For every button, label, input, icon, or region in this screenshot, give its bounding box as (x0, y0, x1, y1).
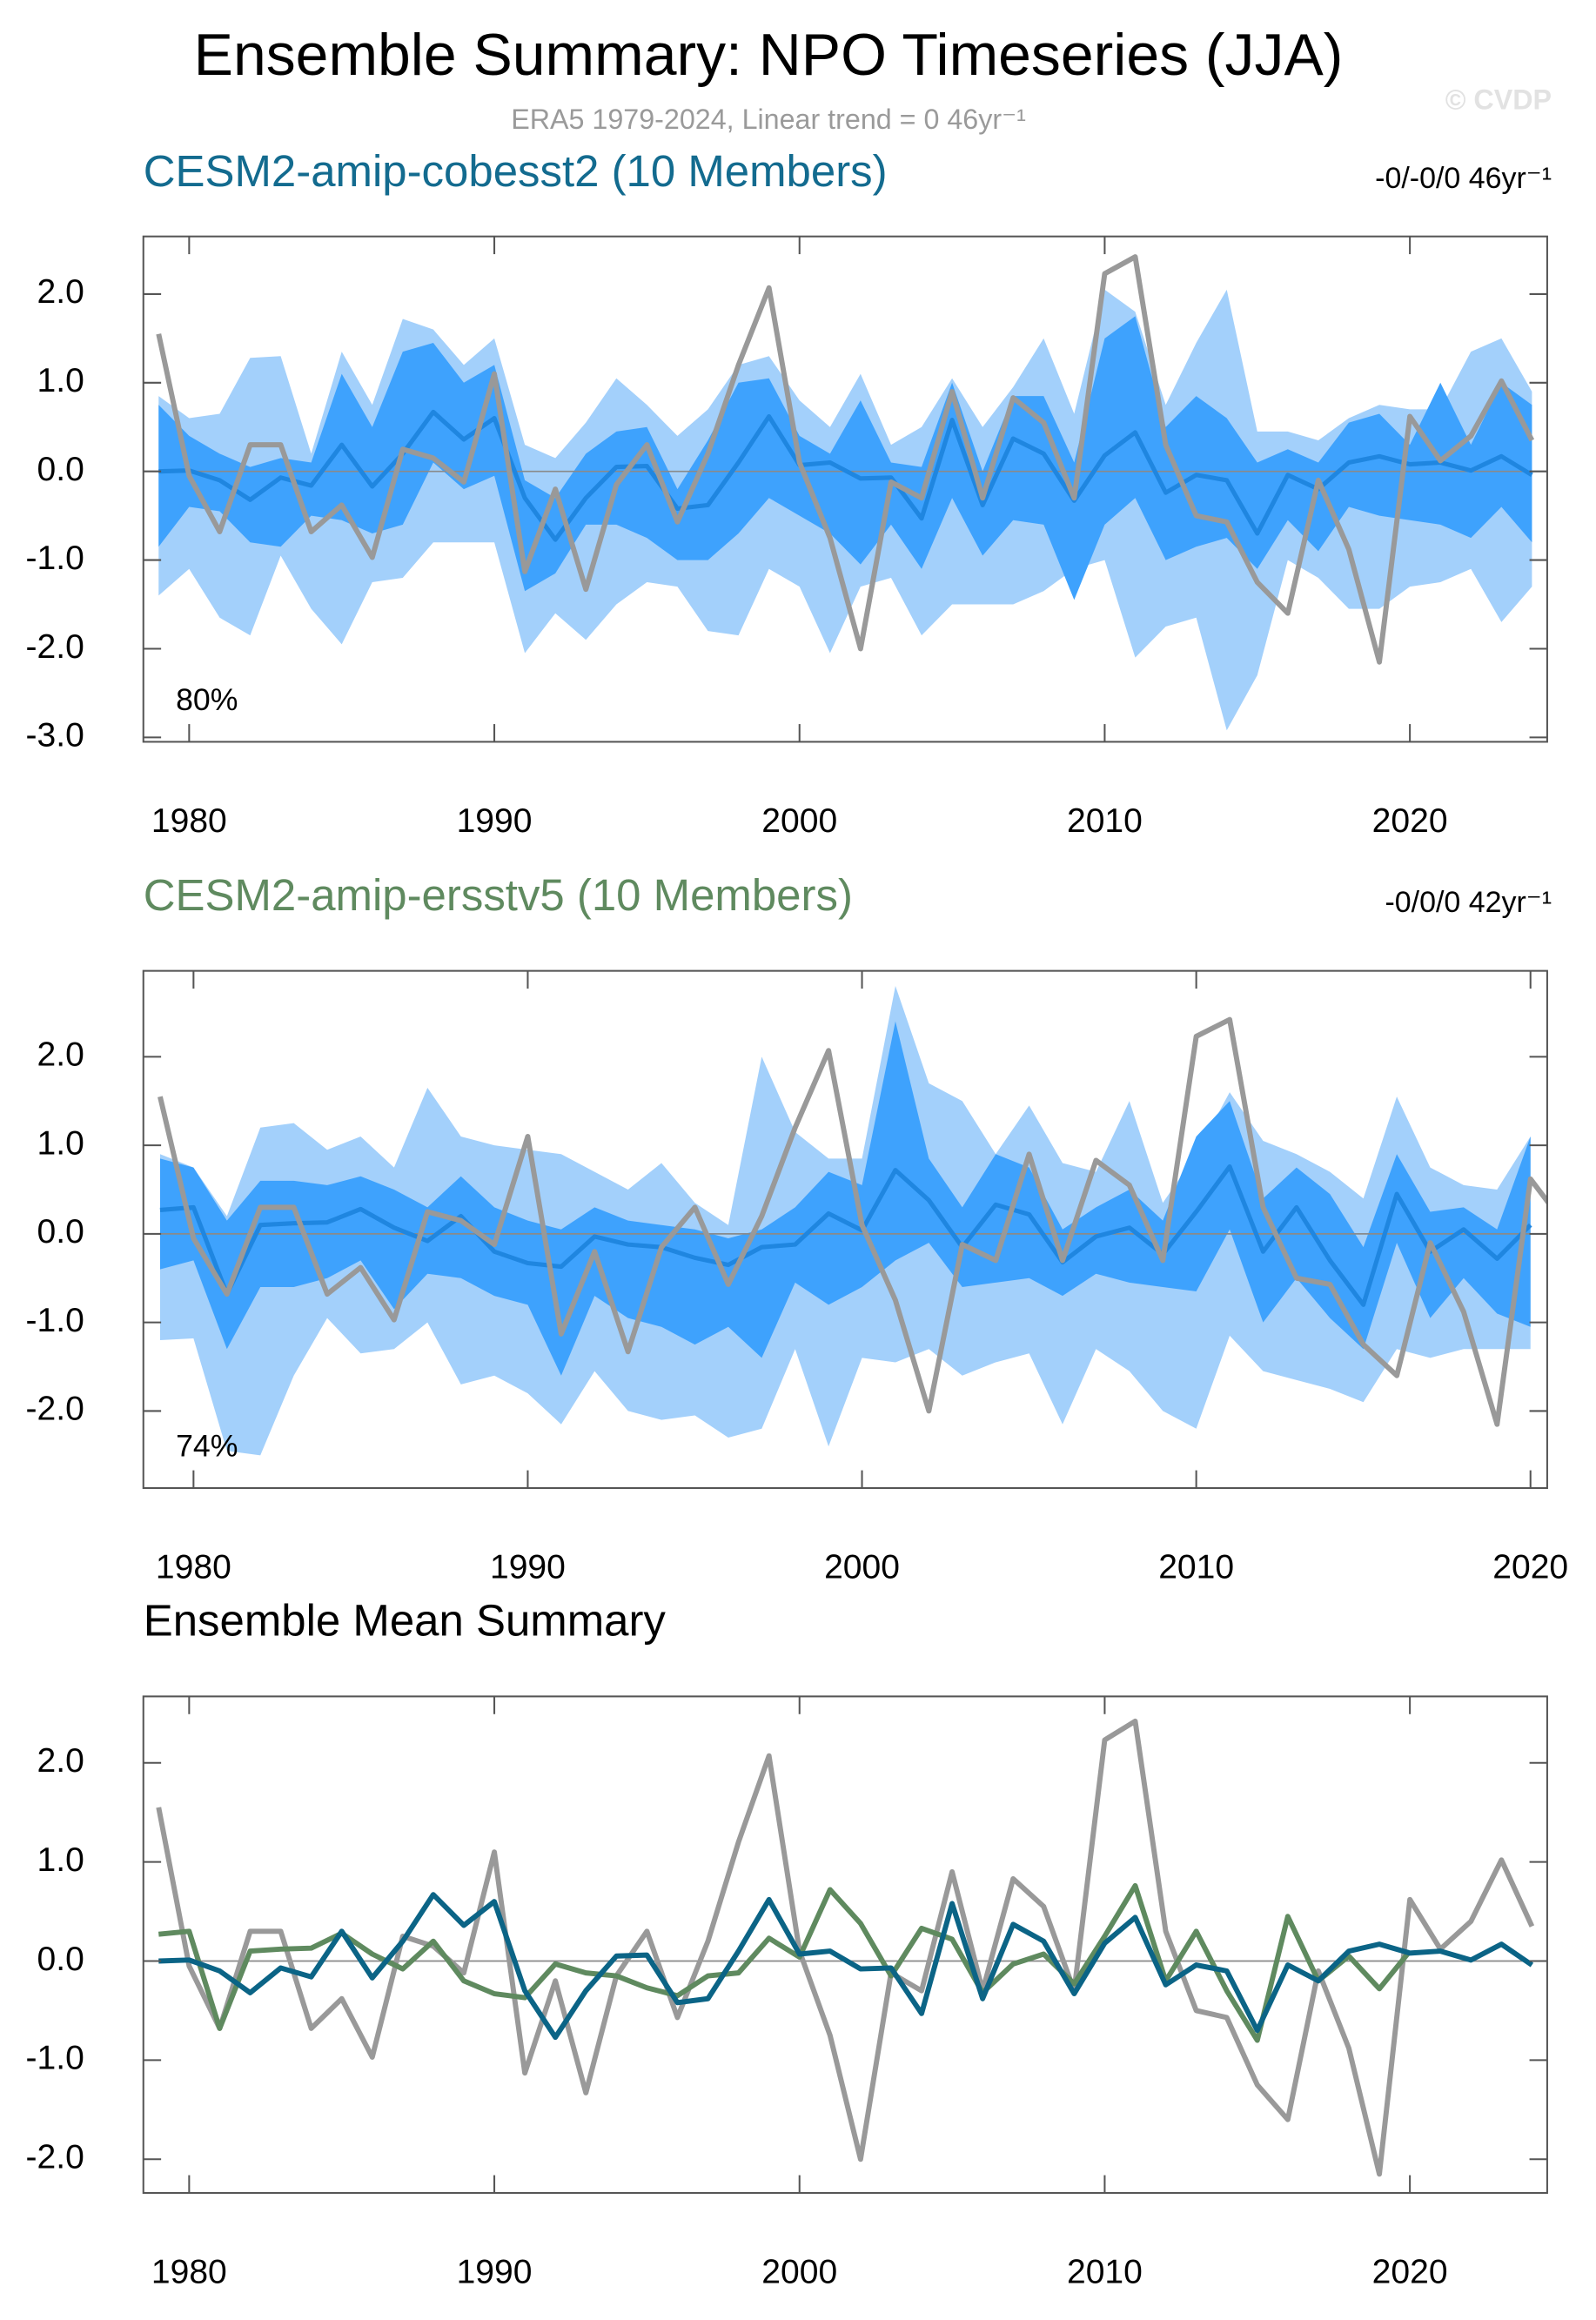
series-line (159, 1164, 1532, 1307)
panel: CESM2-amip-cobesst2 (10 Members) -0/-0/0 … (26, 146, 1552, 840)
percent-annotation: 80% (176, 682, 238, 717)
y-tick-label: 1.0 (37, 1841, 84, 1879)
y-tick-label: -3.0 (26, 717, 84, 754)
series-line (158, 1882, 1412, 2043)
plot-area (143, 254, 1547, 731)
trend-label: -0/-0/0 46yr⁻¹ (1375, 162, 1552, 195)
figure-title: Ensemble Summary: NPO Timeseries (JJA) (194, 23, 1344, 88)
x-tick-label: 2010 (1067, 802, 1143, 840)
plot-frame (142, 1695, 1548, 2194)
x-tick-label: 1990 (457, 2254, 533, 2291)
series-line (158, 409, 1533, 542)
series-line (156, 1718, 1535, 2177)
x-tick-label: 2000 (761, 802, 837, 840)
x-tick-label: 2020 (1492, 1549, 1568, 1586)
y-tick-label: -2.0 (26, 2139, 84, 2176)
plot-area (143, 1718, 1547, 2177)
panel: CESM2-amip-ersstv5 (10 Members) -0/0/0 42… (26, 870, 1569, 1586)
y-tick-label: 0.0 (37, 1213, 84, 1251)
percent-annotation: 74% (176, 1429, 238, 1464)
panel-title: Ensemble Mean Summary (144, 1596, 667, 1646)
x-tick-label: 2010 (1158, 1549, 1234, 1586)
panel-title: CESM2-amip-cobesst2 (10 Members) (144, 146, 888, 196)
y-tick-label: -1.0 (26, 540, 84, 577)
y-tick-label: -2.0 (26, 1391, 84, 1428)
x-tick-label: 2000 (824, 1549, 900, 1586)
y-tick-label: 2.0 (37, 273, 84, 311)
plot-frame (142, 235, 1548, 743)
y-tick-label: 2.0 (37, 1036, 84, 1074)
y-tick-label: 0.0 (37, 1941, 84, 1978)
series-line (158, 1892, 1534, 2041)
y-tick-label: 2.0 (37, 1742, 84, 1780)
spread-band (159, 1021, 1531, 1376)
series-line (158, 1016, 1547, 1427)
plot-area (143, 985, 1547, 1456)
y-tick-label: 1.0 (37, 362, 84, 399)
y-tick-label: -2.0 (26, 628, 84, 666)
figure-subtitle: ERA5 1979-2024, Linear trend = 0 46yr⁻¹ (511, 104, 1026, 135)
y-tick-label: 0.0 (37, 451, 84, 488)
y-tick-label: -1.0 (26, 2040, 84, 2077)
x-tick-label: 1990 (457, 802, 533, 840)
x-tick-label: 1980 (156, 1549, 231, 1586)
x-tick-label: 2020 (1372, 802, 1448, 840)
plot-frame (142, 969, 1548, 1489)
x-tick-label: 2010 (1067, 2254, 1143, 2291)
y-tick-label: 1.0 (37, 1124, 84, 1162)
x-tick-label: 1990 (490, 1549, 566, 1586)
x-tick-label: 2020 (1372, 2254, 1448, 2291)
x-tick-label: 1980 (151, 802, 227, 840)
spread-band (158, 316, 1532, 600)
y-tick-label: -1.0 (26, 1302, 84, 1339)
x-tick-label: 2000 (761, 2254, 837, 2291)
series-line (156, 254, 1535, 665)
panel-title: CESM2-amip-ersstv5 (10 Members) (144, 870, 853, 920)
credit: © CVDP (1445, 84, 1552, 116)
trend-label: -0/0/0 42yr⁻¹ (1385, 886, 1552, 919)
x-tick-label: 1980 (151, 2254, 227, 2291)
panel: Ensemble Mean Summary -2.0 -1.0 0.0 1.0 2.0 19… (26, 1596, 1548, 2291)
